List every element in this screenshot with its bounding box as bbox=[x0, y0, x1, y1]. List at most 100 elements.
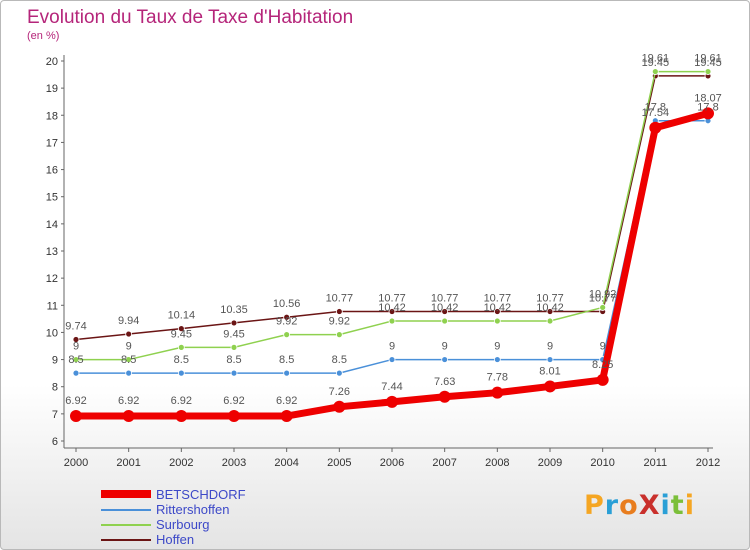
legend-swatch-betschdorf bbox=[101, 490, 151, 498]
data-point-betschdorf bbox=[280, 410, 293, 423]
data-label-rittershoffen: 17.8 bbox=[697, 102, 718, 114]
data-point-hoffen bbox=[230, 319, 238, 327]
y-tick-label: 8 bbox=[52, 382, 58, 394]
x-tick-label: 2002 bbox=[169, 457, 193, 469]
y-tick-label: 19 bbox=[46, 83, 58, 95]
data-point-surbourg bbox=[72, 356, 80, 363]
chart-title: Evolution du Taux de Taxe d'Habitation bbox=[27, 7, 354, 28]
legend-swatch-rittershoffen bbox=[101, 509, 151, 511]
y-tick-label: 14 bbox=[46, 219, 58, 231]
data-point-surbourg bbox=[283, 331, 291, 339]
data-label-betschdorf: 18.07 bbox=[694, 92, 722, 104]
data-label-surbourg: 10.42 bbox=[484, 302, 512, 314]
logo-letter: i bbox=[684, 490, 695, 521]
data-point-rittershoffen bbox=[441, 356, 449, 363]
data-point-rittershoffen bbox=[388, 356, 396, 363]
y-tick-label: 16 bbox=[46, 165, 58, 177]
logo-letter: P bbox=[584, 490, 605, 521]
data-point-betschdorf bbox=[649, 121, 662, 134]
data-label-surbourg: 9.45 bbox=[223, 328, 244, 340]
data-point-betschdorf bbox=[544, 380, 556, 393]
data-label-betschdorf: 8.01 bbox=[539, 365, 560, 377]
data-label-surbourg: 9 bbox=[73, 341, 79, 353]
x-tick-label: 2008 bbox=[485, 457, 509, 469]
data-point-betschdorf bbox=[386, 395, 398, 408]
data-point-surbourg bbox=[704, 68, 712, 75]
data-label-hoffen: 19.45 bbox=[694, 57, 722, 69]
data-label-betschdorf: 7.26 bbox=[329, 386, 350, 398]
data-point-rittershoffen bbox=[230, 369, 238, 377]
y-tick-label: 9 bbox=[52, 355, 58, 367]
y-tick-label: 15 bbox=[46, 192, 58, 204]
data-label-surbourg: 9.92 bbox=[329, 316, 350, 328]
legend-label-hoffen: Hoffen bbox=[156, 532, 195, 547]
y-tick-label: 6 bbox=[52, 436, 58, 448]
data-label-rittershoffen: 9 bbox=[389, 341, 395, 353]
x-tick-label: 2007 bbox=[432, 457, 456, 469]
data-point-hoffen bbox=[72, 336, 80, 343]
x-tick-label: 2004 bbox=[274, 457, 298, 469]
data-label-hoffen: 9.74 bbox=[65, 320, 86, 332]
data-label-hoffen: 10.77 bbox=[536, 293, 564, 305]
data-label-hoffen: 10.14 bbox=[168, 310, 196, 322]
data-point-surbourg bbox=[125, 356, 133, 363]
y-tick-label: 20 bbox=[46, 56, 58, 68]
data-point-hoffen bbox=[125, 330, 133, 338]
data-label-betschdorf: 6.92 bbox=[276, 395, 297, 407]
y-tick-label: 13 bbox=[46, 246, 58, 258]
data-label-hoffen: 10.77 bbox=[484, 293, 512, 305]
data-point-rittershoffen bbox=[125, 369, 133, 377]
data-label-surbourg: 9.45 bbox=[171, 328, 192, 340]
legend-swatch-surbourg bbox=[101, 524, 151, 526]
x-tick-label: 2005 bbox=[327, 457, 351, 469]
data-point-surbourg bbox=[441, 317, 449, 325]
data-point-hoffen bbox=[388, 308, 396, 315]
data-label-rittershoffen: 9 bbox=[442, 341, 448, 353]
data-label-hoffen: 10.77 bbox=[326, 293, 354, 305]
data-label-rittershoffen: 8.5 bbox=[174, 354, 189, 366]
chart-subtitle: (en %) bbox=[27, 30, 60, 42]
data-point-betschdorf bbox=[702, 107, 714, 120]
legend-label-surbourg: Surbourg bbox=[156, 517, 210, 532]
proxiti-logo: ProXiti bbox=[584, 490, 695, 521]
data-label-surbourg: 19.61 bbox=[694, 53, 722, 65]
x-tick-label: 2009 bbox=[538, 457, 562, 469]
data-point-hoffen bbox=[493, 308, 501, 315]
x-tick-label: 2010 bbox=[590, 457, 614, 469]
data-label-betschdorf: 7.44 bbox=[381, 381, 402, 393]
y-tick-label: 11 bbox=[47, 300, 58, 312]
data-label-betschdorf: 17.54 bbox=[642, 107, 670, 119]
data-label-hoffen: 10.77 bbox=[589, 293, 617, 305]
data-label-betschdorf: 6.92 bbox=[171, 395, 192, 407]
data-label-surbourg: 9.92 bbox=[276, 316, 297, 328]
data-label-surbourg: 10.42 bbox=[378, 302, 406, 314]
data-label-betschdorf: 7.63 bbox=[434, 376, 455, 388]
data-label-surbourg: 10.42 bbox=[536, 302, 564, 314]
y-tick-label: 7 bbox=[52, 409, 58, 421]
data-label-hoffen: 10.77 bbox=[378, 293, 406, 305]
data-point-rittershoffen bbox=[177, 369, 185, 377]
data-label-betschdorf: 7.78 bbox=[487, 372, 508, 384]
data-point-surbourg bbox=[230, 343, 238, 351]
data-point-rittershoffen bbox=[283, 369, 291, 377]
data-point-surbourg bbox=[177, 343, 185, 351]
data-label-rittershoffen: 8.5 bbox=[121, 354, 136, 366]
data-point-rittershoffen bbox=[546, 356, 554, 363]
logo-letter: X bbox=[638, 490, 661, 521]
x-tick-label: 2012 bbox=[696, 457, 720, 469]
data-point-surbourg bbox=[493, 317, 501, 325]
data-label-surbourg: 10.42 bbox=[431, 302, 459, 314]
y-tick-label: 10 bbox=[46, 327, 58, 339]
data-point-hoffen bbox=[283, 313, 291, 321]
data-point-hoffen bbox=[441, 308, 449, 315]
data-label-rittershoffen: 9 bbox=[494, 341, 500, 353]
data-label-rittershoffen: 8.5 bbox=[226, 354, 241, 366]
data-label-betschdorf: 6.92 bbox=[65, 395, 86, 407]
data-label-rittershoffen: 9 bbox=[600, 341, 606, 353]
data-point-betschdorf bbox=[175, 410, 188, 423]
data-point-hoffen bbox=[177, 325, 185, 333]
data-point-rittershoffen bbox=[493, 356, 501, 363]
data-point-surbourg bbox=[335, 331, 343, 339]
